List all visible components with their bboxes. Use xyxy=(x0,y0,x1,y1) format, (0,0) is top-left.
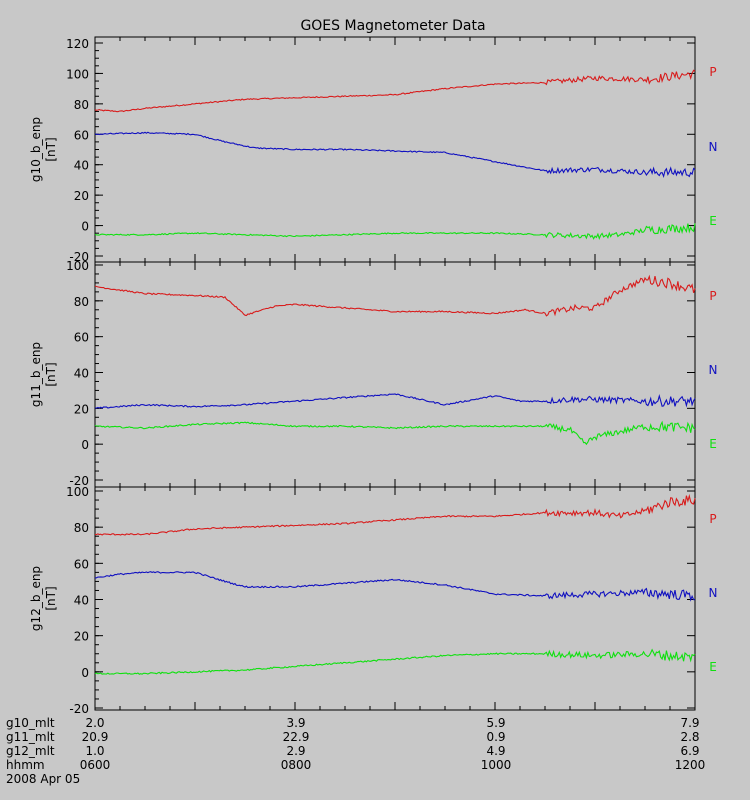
series-line-e xyxy=(94,420,696,446)
legend-label-e: E xyxy=(709,660,717,674)
legend-label-n: N xyxy=(709,586,718,600)
footer-info: g10_mlt 2.0 3.9 5.9 7.9 g11_mlt 20.9 22.… xyxy=(0,714,750,800)
footer-value: 0.9 xyxy=(486,730,506,744)
y-tick-label: 40 xyxy=(74,594,89,608)
y-tick-label: 120 xyxy=(66,37,89,51)
series-line-p xyxy=(94,274,696,317)
y-tick-label: -20 xyxy=(69,474,89,488)
y-tick-label: 80 xyxy=(74,295,89,309)
legend-label-e: E xyxy=(709,214,717,228)
footer-row-hhmm: hhmm 0600 0800 1000 1200 xyxy=(0,758,750,772)
series-line-p xyxy=(94,69,696,113)
y-tick-label: 0 xyxy=(81,438,89,452)
legend-label-e: E xyxy=(709,437,717,451)
y-tick-label: 40 xyxy=(74,367,89,381)
panel-frame xyxy=(94,261,696,488)
footer-value: 1.0 xyxy=(85,744,105,758)
y-tick-label: 0 xyxy=(81,220,89,234)
footer-value: 1000 xyxy=(480,758,512,772)
footer-label: hhmm xyxy=(6,758,45,772)
y-tick-label: 40 xyxy=(74,159,89,173)
footer-value: 6.9 xyxy=(680,744,700,758)
y-axis-unit: [nT] xyxy=(44,586,58,610)
footer-value: 4.9 xyxy=(486,744,506,758)
y-axis-label: g12_b_enp xyxy=(29,566,43,631)
footer-label: g10_mlt xyxy=(6,716,55,730)
y-tick-label: 60 xyxy=(74,557,89,571)
footer-value: 1200 xyxy=(674,758,706,772)
y-axis-label: g10_b_enp xyxy=(29,117,43,182)
legend-label-p: P xyxy=(709,289,716,303)
footer-label: g12_mlt xyxy=(6,744,55,758)
y-tick-label: 20 xyxy=(74,189,89,203)
footer-value: 7.9 xyxy=(680,716,700,730)
panel-3: -20 0 20 40 60 80 100 g12_b_enp [nT] P N E xyxy=(29,485,718,716)
y-tick-label: 60 xyxy=(74,128,89,142)
date-label: 2008 Apr 05 xyxy=(6,772,81,786)
footer-value: 2.8 xyxy=(680,730,700,744)
series-line-p xyxy=(94,493,696,536)
footer-date: 2008 Apr 05 xyxy=(0,772,750,786)
panel-2: -20 0 20 40 60 80 100 g11_b_enp [nT] P N E xyxy=(29,259,717,488)
y-tick-label: 0 xyxy=(81,666,89,680)
panel-frame xyxy=(94,36,696,263)
footer-value: 2.9 xyxy=(286,744,306,758)
chart-plot-area: GOES Magnetometer Data -20 0 20 40 60 80 100 12… xyxy=(29,18,718,716)
legend-label-n: N xyxy=(709,140,718,154)
y-tick-label: 100 xyxy=(66,259,89,273)
panel-1: -20 0 20 40 60 80 100 120 g10_b_enp [nT] P N E xyxy=(29,36,718,264)
y-tick-label: 80 xyxy=(74,521,89,535)
series-line-n xyxy=(94,393,696,409)
footer-value: 22.9 xyxy=(282,730,310,744)
footer-row-g11-mlt: g11_mlt 20.9 22.9 0.9 2.8 xyxy=(0,730,750,744)
y-tick-label: 20 xyxy=(74,402,89,416)
legend-label-n: N xyxy=(709,363,718,377)
y-tick-label: -20 xyxy=(69,250,89,264)
footer-value: 0600 xyxy=(79,758,111,772)
footer-value: 3.9 xyxy=(286,716,306,730)
footer-row-g10-mlt: g10_mlt 2.0 3.9 5.9 7.9 xyxy=(0,716,750,730)
series-line-n xyxy=(94,571,696,602)
y-tick-label: 100 xyxy=(66,67,89,81)
series-line-e xyxy=(94,648,696,675)
y-tick-label: -20 xyxy=(69,702,89,714)
footer-label: g11_mlt xyxy=(6,730,55,744)
y-axis-label: g11_b_enp xyxy=(29,342,43,407)
y-tick-label: 20 xyxy=(74,630,89,644)
y-tick-label: 100 xyxy=(66,485,89,499)
legend-label-p: P xyxy=(709,65,716,79)
footer-value: 20.9 xyxy=(81,730,109,744)
y-axis-unit: [nT] xyxy=(44,137,58,161)
y-axis-unit: [nT] xyxy=(44,362,58,386)
footer-value: 0800 xyxy=(280,758,312,772)
legend-label-p: P xyxy=(709,512,716,526)
series-line-n xyxy=(94,131,696,179)
chart-title: GOES Magnetometer Data xyxy=(300,18,485,34)
series-line-e xyxy=(94,223,696,240)
footer-value: 2.0 xyxy=(85,716,105,730)
y-tick-label: 60 xyxy=(74,331,89,345)
footer-row-g12-mlt: g12_mlt 1.0 2.9 4.9 6.9 xyxy=(0,744,750,758)
footer-value: 5.9 xyxy=(486,716,506,730)
y-tick-label: 80 xyxy=(74,98,89,112)
